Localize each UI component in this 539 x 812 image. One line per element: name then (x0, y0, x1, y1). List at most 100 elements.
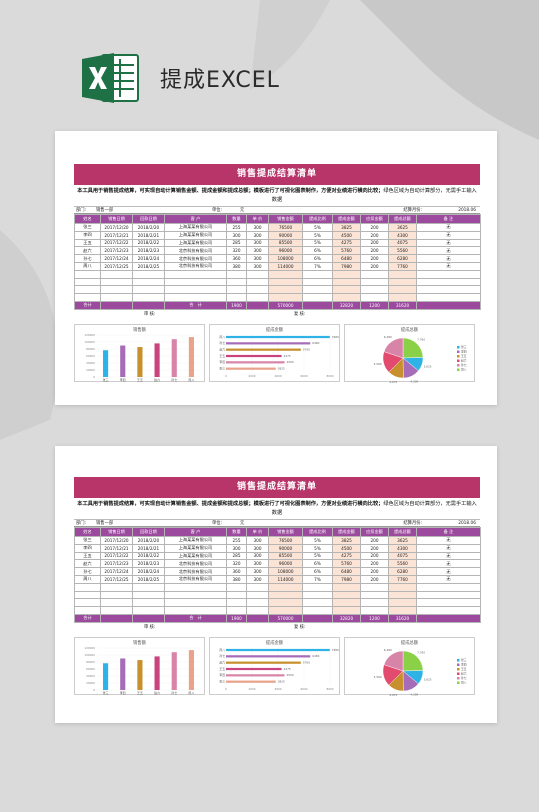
table-cell[interactable] (100, 269, 133, 279)
table-cell[interactable]: 5% (302, 551, 333, 561)
table-cell[interactable]: 周八 (74, 574, 101, 584)
table-cell[interactable] (164, 277, 227, 287)
table-cell[interactable] (100, 293, 133, 302)
table-cell[interactable]: 7980 (332, 574, 361, 584)
table-cell[interactable]: 3625 (388, 536, 417, 545)
table-cell[interactable] (416, 293, 481, 302)
table-cell[interactable] (268, 269, 303, 279)
table-cell[interactable] (360, 269, 389, 279)
table-cell[interactable] (164, 269, 227, 279)
table-cell[interactable]: 张三 (74, 223, 101, 232)
table-cell[interactable]: 90000 (268, 543, 303, 553)
table-cell[interactable] (388, 269, 417, 279)
table-cell[interactable]: 4075 (388, 551, 417, 561)
table-cell[interactable]: 285 (226, 238, 247, 248)
table-cell[interactable]: 300 (246, 261, 269, 271)
table-cell[interactable]: 6% (302, 246, 333, 256)
table-cell[interactable] (268, 590, 303, 600)
table-cell[interactable] (74, 598, 101, 608)
table-cell[interactable]: 孙七 (74, 254, 101, 263)
table-cell[interactable]: 2018/2/20 (132, 536, 165, 545)
table-cell[interactable]: 无 (416, 551, 481, 561)
table-cell[interactable]: 285 (226, 551, 247, 561)
table-cell[interactable]: 200 (360, 567, 389, 576)
table-cell[interactable] (332, 590, 361, 600)
table-cell[interactable]: 5760 (332, 246, 361, 256)
table-cell[interactable]: 6280 (388, 567, 417, 576)
table-cell[interactable]: 2017/12/23 (100, 559, 133, 569)
table-cell[interactable]: 7760 (388, 261, 417, 271)
table-cell[interactable] (132, 590, 165, 600)
table-cell[interactable]: 2017/12/20 (100, 536, 133, 545)
table-cell[interactable]: 2017/12/22 (100, 238, 133, 248)
table-cell[interactable]: 96000 (268, 559, 303, 569)
table-cell[interactable] (332, 277, 361, 287)
table-cell[interactable] (268, 582, 303, 592)
table-cell[interactable]: 7760 (388, 574, 417, 584)
table-cell[interactable]: 300 (226, 230, 247, 240)
table-cell[interactable]: 北京科技有限公司 (164, 261, 227, 271)
table-cell[interactable]: 255 (226, 223, 247, 232)
table-cell[interactable] (74, 285, 101, 295)
table-cell[interactable]: 无 (416, 223, 481, 232)
table-cell[interactable] (268, 598, 303, 608)
table-cell[interactable]: 300 (246, 230, 269, 240)
table-cell[interactable]: 300 (246, 567, 269, 576)
table-cell[interactable]: 85500 (268, 238, 303, 248)
table-cell[interactable]: 5760 (332, 559, 361, 569)
table-cell[interactable]: 无 (416, 246, 481, 256)
table-cell[interactable] (246, 606, 269, 615)
table-cell[interactable] (416, 269, 481, 279)
table-cell[interactable]: 5% (302, 230, 333, 240)
table-cell[interactable]: 4275 (332, 551, 361, 561)
table-cell[interactable]: 2018/2/21 (132, 543, 165, 553)
table-cell[interactable] (360, 277, 389, 287)
table-cell[interactable]: 无 (416, 254, 481, 263)
table-cell[interactable]: 4300 (388, 230, 417, 240)
table-cell[interactable] (74, 277, 101, 287)
table-cell[interactable] (226, 582, 247, 592)
table-cell[interactable] (302, 606, 333, 615)
table-cell[interactable]: 200 (360, 223, 389, 232)
table-cell[interactable] (268, 277, 303, 287)
table-cell[interactable] (388, 277, 417, 287)
table-cell[interactable] (100, 590, 133, 600)
table-cell[interactable] (132, 598, 165, 608)
table-cell[interactable] (360, 582, 389, 592)
table-cell[interactable] (416, 606, 481, 615)
table-cell[interactable] (360, 293, 389, 302)
table-cell[interactable]: 2018/2/25 (132, 261, 165, 271)
table-cell[interactable]: 北京科技有限公司 (164, 254, 227, 263)
table-cell[interactable]: 4500 (332, 543, 361, 553)
chart-pie[interactable]: 提成总额 7,760 3,625 4,300 4,075 5,560 6,280 张三 李四 王五… (344, 637, 475, 696)
table-cell[interactable] (164, 590, 227, 600)
table-cell[interactable] (246, 582, 269, 592)
table-cell[interactable] (132, 293, 165, 302)
table-cell[interactable]: 6280 (388, 254, 417, 263)
table-cell[interactable]: 无 (416, 238, 481, 248)
table-cell[interactable]: 上海某某有限公司 (164, 238, 227, 248)
table-cell[interactable]: 108000 (268, 567, 303, 576)
table-cell[interactable]: 2018/2/23 (132, 246, 165, 256)
table-cell[interactable]: 无 (416, 559, 481, 569)
table-cell[interactable] (388, 606, 417, 615)
table-cell[interactable]: 360 (226, 254, 247, 263)
table-cell[interactable] (132, 269, 165, 279)
table-cell[interactable] (226, 277, 247, 287)
table-cell[interactable]: 无 (416, 543, 481, 553)
chart-bar[interactable]: 提成金额 0 2000 4000 6000 8000 周八 7980 孙七 6480 赵六 5760 王… (209, 324, 340, 382)
table-cell[interactable] (388, 285, 417, 295)
table-cell[interactable] (416, 582, 481, 592)
table-cell[interactable] (388, 582, 417, 592)
table-cell[interactable]: 2017/12/20 (100, 223, 133, 232)
table-cell[interactable]: 无 (416, 261, 481, 271)
table-cell[interactable] (360, 285, 389, 295)
table-cell[interactable] (74, 293, 101, 302)
table-cell[interactable]: 300 (246, 574, 269, 584)
table-cell[interactable]: 赵六 (74, 559, 101, 569)
table-cell[interactable]: 114000 (268, 574, 303, 584)
table-cell[interactable] (226, 590, 247, 600)
table-cell[interactable]: 200 (360, 536, 389, 545)
table-cell[interactable]: 北京科技有限公司 (164, 246, 227, 256)
table-cell[interactable]: 孙七 (74, 567, 101, 576)
